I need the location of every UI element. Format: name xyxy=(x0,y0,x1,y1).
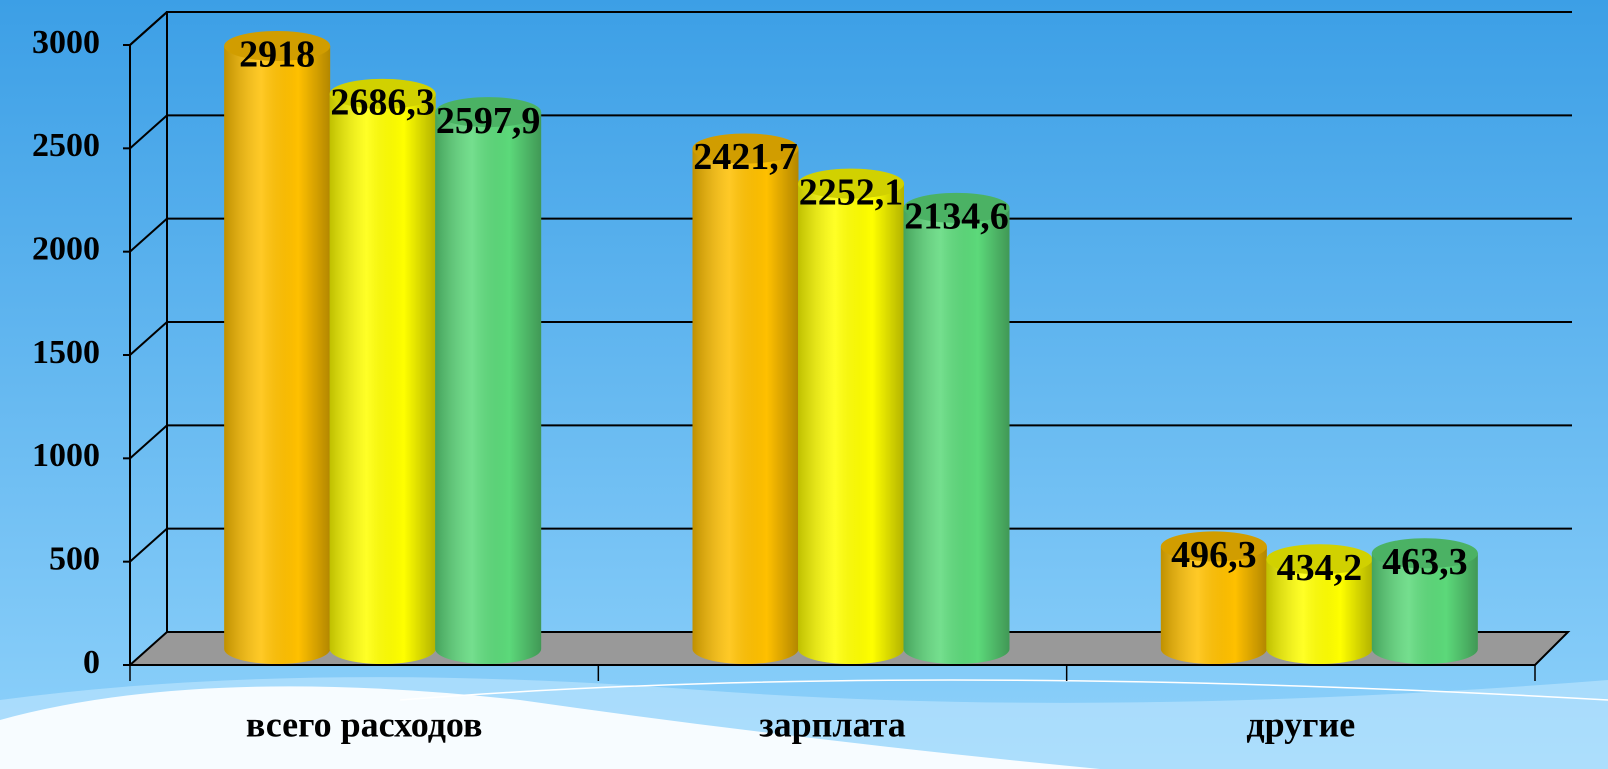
cylinder-top xyxy=(1160,531,1267,562)
value-label: 2134,6 xyxy=(904,196,1009,238)
cylinder-top-shade xyxy=(798,168,904,199)
cylinder-top xyxy=(224,30,331,61)
cylinder-top-shade xyxy=(692,133,799,164)
cylinder-top-shade xyxy=(435,97,542,128)
y-tick-label: 1500 xyxy=(32,334,100,371)
wave xyxy=(0,686,1100,769)
cylinder-top-shade xyxy=(1266,544,1373,575)
cylinder-shade xyxy=(1266,559,1373,665)
cylinder-top-shade xyxy=(224,30,331,61)
y-tick-label: 2500 xyxy=(32,127,100,164)
cylinder-top xyxy=(903,192,1010,223)
cylinder-top-shade xyxy=(329,78,436,109)
y-tick-label: 2000 xyxy=(32,230,100,267)
cylinder-top xyxy=(692,133,799,164)
cylinder-top xyxy=(329,78,436,109)
value-label: 2686,3 xyxy=(330,82,435,124)
x-tick-label: всего расходов xyxy=(246,704,483,744)
grid-line xyxy=(129,11,168,46)
cylinder-shade xyxy=(1160,546,1267,665)
value-label: 2597,9 xyxy=(436,100,541,142)
grid-line xyxy=(129,321,168,356)
value-label: 434,2 xyxy=(1277,547,1363,589)
grid-line xyxy=(129,217,168,253)
value-label: 463,3 xyxy=(1382,541,1468,583)
wave-line xyxy=(399,679,1608,701)
grid-line xyxy=(129,114,168,150)
cylinder-top-shade xyxy=(1160,531,1267,562)
grid-line xyxy=(129,527,168,563)
y-tick-label: 1000 xyxy=(32,437,100,474)
y-tick-label: 3000 xyxy=(32,24,100,61)
x-tick-label: другие xyxy=(1246,704,1355,744)
cylinder-shade xyxy=(1371,553,1478,665)
value-label: 2918 xyxy=(239,34,315,76)
cylinder-shade xyxy=(224,45,331,664)
grid-line xyxy=(129,424,168,460)
x-tick-label: зарплата xyxy=(759,704,906,744)
value-label: 496,3 xyxy=(1171,534,1257,576)
cylinder-top-shade xyxy=(903,192,1010,223)
value-label: 2421,7 xyxy=(693,136,798,178)
value-label: 2252,1 xyxy=(799,171,904,213)
cylinder-shade xyxy=(798,183,904,665)
cylinder-shade xyxy=(329,93,436,665)
cylinder-top xyxy=(435,97,542,128)
cylinder-top-shade xyxy=(1371,538,1478,569)
cylinder-top xyxy=(798,168,904,199)
y-tick-label: 0 xyxy=(83,644,100,681)
cylinder-top xyxy=(1371,538,1478,569)
cylinder-shade xyxy=(903,207,1010,665)
cylinder-top xyxy=(1266,544,1373,575)
cylinder-shade xyxy=(692,148,799,665)
y-tick-label: 500 xyxy=(49,540,100,577)
cylinder-shade xyxy=(435,112,542,665)
